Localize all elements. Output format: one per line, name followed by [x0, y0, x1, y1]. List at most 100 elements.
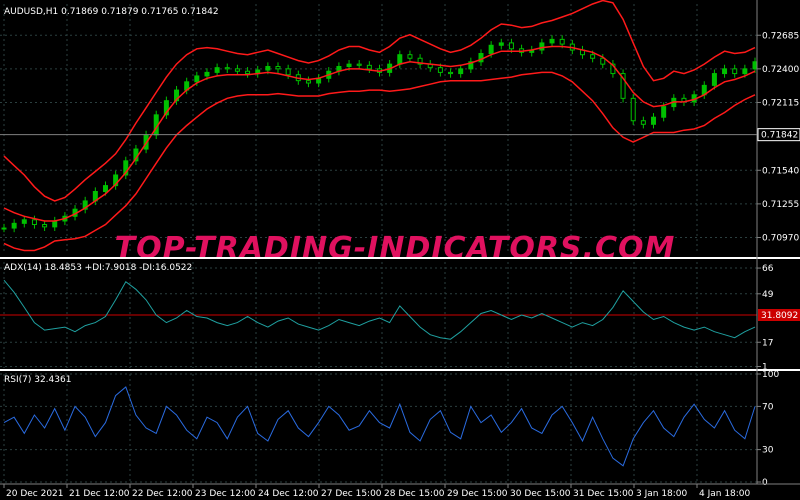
candle-body-54: [549, 38, 555, 44]
candle-body-39: [397, 54, 403, 65]
candle-body-5: [52, 220, 58, 228]
bollinger-bands: [3, 0, 756, 252]
adx-panel-title: ADX(14) 18.4853 +DI:7.9018 -DI:16.0522: [4, 263, 192, 273]
candle-body-11: [113, 174, 119, 187]
candle-body-22: [224, 67, 230, 70]
candle-body-21: [214, 67, 220, 73]
candle-body-27: [275, 66, 281, 70]
candle-body-41: [417, 57, 423, 65]
time-tick-label-7: 29 Dec 15:00: [447, 489, 508, 499]
price-axis-tick-label-0: 0.72685: [762, 31, 799, 41]
candle-body-49: [498, 42, 504, 46]
bollinger-lower-line: [3, 71, 756, 252]
rsi-axis-tick-label-3: 0: [762, 478, 768, 488]
candle-body-62: [630, 97, 636, 122]
price-axis-tick-label-1: 0.72400: [762, 65, 799, 75]
candle-body-44: [448, 71, 454, 75]
price-axis-tick-label-2: 0.72115: [762, 98, 799, 108]
time-tick-label-9: 31 Dec 15:00: [573, 489, 634, 499]
price-axis: 0.72685 0.72400 0.72115 0.71540 0.71255 0.709…: [757, 31, 799, 243]
candle-body-74: [752, 61, 758, 70]
adx-panel: 66 49 17 1 31.8092 ADX(14) 18.4853 +DI:7.90…: [0, 262, 800, 372]
adx-axis: 66 49 17 1: [757, 264, 774, 372]
candle-body-72: [732, 68, 738, 75]
candle-body-55: [559, 38, 565, 45]
candle-body-50: [508, 42, 514, 50]
current-price-label: 0.71842: [761, 131, 798, 141]
candle-body-34: [346, 63, 352, 68]
time-tick-label-8: 30 Dec 15:00: [510, 489, 571, 499]
candle-body-17: [174, 89, 180, 102]
time-tick-label-3: 23 Dec 12:00: [195, 489, 256, 499]
adx-axis-tick-label-3: 1: [762, 362, 768, 372]
candle-body-0: [1, 227, 7, 230]
candle-body-4: [42, 224, 48, 228]
candle-body-23: [234, 68, 240, 72]
rsi-panel-title: RSI(7) 32.4361: [4, 375, 71, 385]
time-tick-label-5: 27 Dec 15:00: [321, 489, 382, 499]
bollinger-middle-line: [3, 45, 756, 222]
candle-body-73: [742, 68, 748, 75]
candle-body-28: [285, 68, 291, 76]
rsi-axis-tick-label-0: 100: [762, 370, 779, 380]
candle-body-43: [437, 67, 443, 73]
time-axis: 20 Dec 2021 21 Dec 12:00 22 Dec 12:00 23 De…: [3, 484, 751, 499]
candle-body-1: [11, 222, 17, 229]
adx-level-tag: [758, 309, 800, 321]
price-axis-tick-label-3: 0.71540: [762, 166, 799, 176]
adx-line: [3, 279, 756, 340]
rsi-axis-tick-label-2: 30: [762, 446, 774, 456]
candle-body-70: [711, 73, 717, 86]
candle-body-46: [468, 61, 474, 70]
price-candles: [1, 35, 758, 233]
time-tick-label-6: 28 Dec 15:00: [384, 489, 445, 499]
rsi-axis-tick-label-1: 70: [762, 402, 774, 412]
candle-body-64: [651, 116, 657, 125]
candle-body-10: [102, 185, 108, 193]
candle-body-53: [539, 42, 545, 51]
candle-body-63: [640, 120, 646, 125]
price-axis-tick-label-5: 0.70970: [762, 233, 799, 243]
watermark: TOP-TRADING-INDICATORS.COM: [115, 231, 676, 266]
candle-body-12: [123, 160, 129, 176]
adx-level-label: 31.8092: [761, 311, 798, 321]
price-axis-tick-label-4: 0.71255: [762, 200, 799, 210]
candle-body-16: [163, 100, 169, 116]
time-tick-label-10: 3 Jan 18:00: [636, 489, 688, 499]
candle-body-71: [722, 68, 728, 75]
time-tick-label-0: 20 Dec 2021: [6, 489, 64, 499]
adx-axis-tick-label-2: 17: [762, 338, 773, 348]
candle-body-35: [356, 63, 362, 66]
price-panel: 0.72685 0.72400 0.72115 0.71540 0.71255 0.709…: [0, 0, 800, 266]
candle-body-20: [204, 71, 210, 77]
time-tick-label-1: 21 Dec 12:00: [69, 489, 130, 499]
rsi-line: [3, 386, 756, 467]
candle-body-8: [82, 200, 88, 210]
candle-body-24: [245, 70, 251, 75]
candle-body-26: [265, 66, 271, 71]
candle-body-59: [600, 57, 606, 65]
candle-body-30: [305, 80, 311, 84]
adx-axis-tick-label-0: 66: [762, 264, 774, 274]
rsi-panel: 100 70 30 0 RSI(7) 32.4361: [0, 370, 779, 488]
candle-body-45: [458, 68, 464, 75]
time-tick-label-4: 24 Dec 12:00: [258, 489, 319, 499]
candle-body-3: [31, 219, 37, 226]
adx-axis-tick-label-1: 49: [762, 290, 774, 300]
candle-body-40: [407, 54, 413, 59]
rsi-grid: [0, 373, 757, 483]
current-price-tag: [757, 128, 800, 142]
rsi-axis: 100 70 30 0: [757, 370, 779, 488]
time-tick-label-11: 4 Jan 18:00: [699, 489, 751, 499]
candle-body-58: [590, 54, 596, 59]
candle-body-36: [366, 64, 372, 70]
candle-body-2: [21, 219, 27, 224]
candle-body-65: [661, 106, 667, 118]
bollinger-upper-line: [3, 0, 756, 202]
time-tick-label-2: 22 Dec 12:00: [132, 489, 193, 499]
adx-grid: [0, 262, 757, 368]
candle-body-48: [488, 44, 494, 55]
price-panel-title: AUDUSD,H1 0.71869 0.71879 0.71765 0.7184…: [4, 7, 219, 17]
